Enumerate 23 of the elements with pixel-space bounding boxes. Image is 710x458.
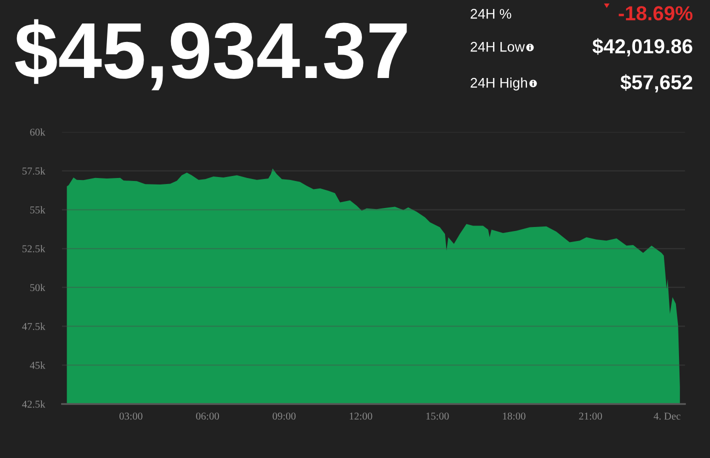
text: 24H % — [470, 8, 512, 19]
y-tick-label: 57.5k — [22, 167, 46, 175]
x-tick-label: 15:00 — [426, 412, 449, 420]
x-tick-label: 03:00 — [119, 412, 142, 420]
x-tick-label: 21:00 — [579, 412, 602, 420]
x-tick-label: 4. Dec — [654, 412, 680, 420]
x-tick-label: 09:00 — [272, 412, 296, 420]
y-tick-label: 55k — [30, 206, 46, 214]
y-tick-label: 50k — [30, 284, 46, 292]
text: 24H Low — [470, 42, 525, 52]
x-tick-label: 18:00 — [502, 412, 526, 420]
y-tick-label: 60k — [30, 128, 46, 136]
chart-title: $45,934.37 — [15, 19, 407, 90]
y-tick-label: 45k — [30, 362, 46, 369]
text: $42,019.86 — [592, 38, 692, 56]
y-tick-label: 52.5k — [22, 244, 46, 252]
text: -18.69% — [618, 6, 692, 20]
y-tick-label: 47.5k — [22, 322, 46, 330]
x-tick-label: 12:00 — [350, 412, 372, 420]
y-tick-label: 42.5k — [22, 400, 46, 408]
text: 24H High — [470, 78, 527, 90]
text: $57,652 — [620, 74, 692, 92]
x-tick-label: 06:00 — [196, 412, 220, 420]
